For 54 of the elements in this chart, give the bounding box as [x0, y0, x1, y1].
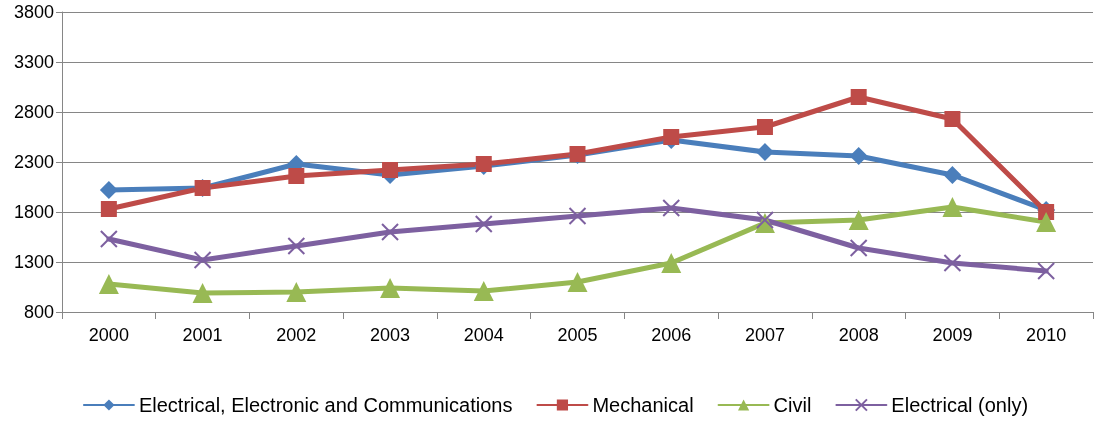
x-tick-label: 2010 — [1026, 325, 1067, 345]
point — [848, 210, 869, 230]
point — [1037, 262, 1056, 280]
y-tick-label: 800 — [23, 302, 54, 322]
point — [944, 111, 961, 127]
y-tick-label: 2800 — [13, 102, 54, 122]
point — [663, 129, 680, 145]
point — [99, 230, 118, 248]
point — [568, 207, 587, 225]
point — [849, 239, 868, 257]
x-tick-label: 2009 — [932, 325, 973, 345]
point — [381, 223, 400, 241]
y-tick-label: 2300 — [13, 152, 54, 172]
point — [99, 181, 118, 199]
point — [850, 89, 867, 105]
point — [943, 254, 962, 272]
legend-label: Civil — [773, 394, 812, 416]
x-tick-label: 2006 — [651, 325, 692, 345]
y-tick-label: 1300 — [13, 252, 54, 272]
x-tick-label: 2003 — [370, 325, 411, 345]
point — [98, 274, 119, 294]
x-tick-label: 2002 — [276, 325, 317, 345]
legend-label: Mechanical — [592, 394, 694, 416]
point — [755, 211, 774, 229]
point — [567, 272, 588, 292]
x-tick-label: 2008 — [838, 325, 879, 345]
point — [1036, 212, 1057, 232]
x-tick-label: 2000 — [88, 325, 129, 345]
point — [288, 168, 305, 184]
point — [474, 215, 493, 233]
y-tick-label: 3800 — [13, 2, 54, 22]
x-tick-label: 2001 — [182, 325, 223, 345]
point — [286, 282, 307, 302]
point — [382, 162, 399, 178]
point — [192, 283, 213, 303]
legend-label: Electrical, Electronic and Communications — [138, 394, 513, 416]
point — [287, 237, 306, 255]
point — [662, 199, 681, 217]
point — [380, 278, 401, 298]
point — [756, 119, 773, 135]
point — [942, 197, 963, 217]
y-tick-label: 1800 — [13, 202, 54, 222]
point — [849, 147, 868, 165]
point — [661, 253, 682, 273]
x-tick-label: 2007 — [744, 325, 785, 345]
legend-label: Electrical (only) — [891, 394, 1029, 416]
point — [100, 201, 117, 217]
point — [755, 143, 774, 161]
point — [193, 251, 212, 269]
y-tick-label: 3300 — [13, 52, 54, 72]
point — [473, 281, 494, 301]
x-tick-label: 2004 — [463, 325, 504, 345]
point — [943, 166, 962, 184]
x-tick-label: 2005 — [557, 325, 598, 345]
